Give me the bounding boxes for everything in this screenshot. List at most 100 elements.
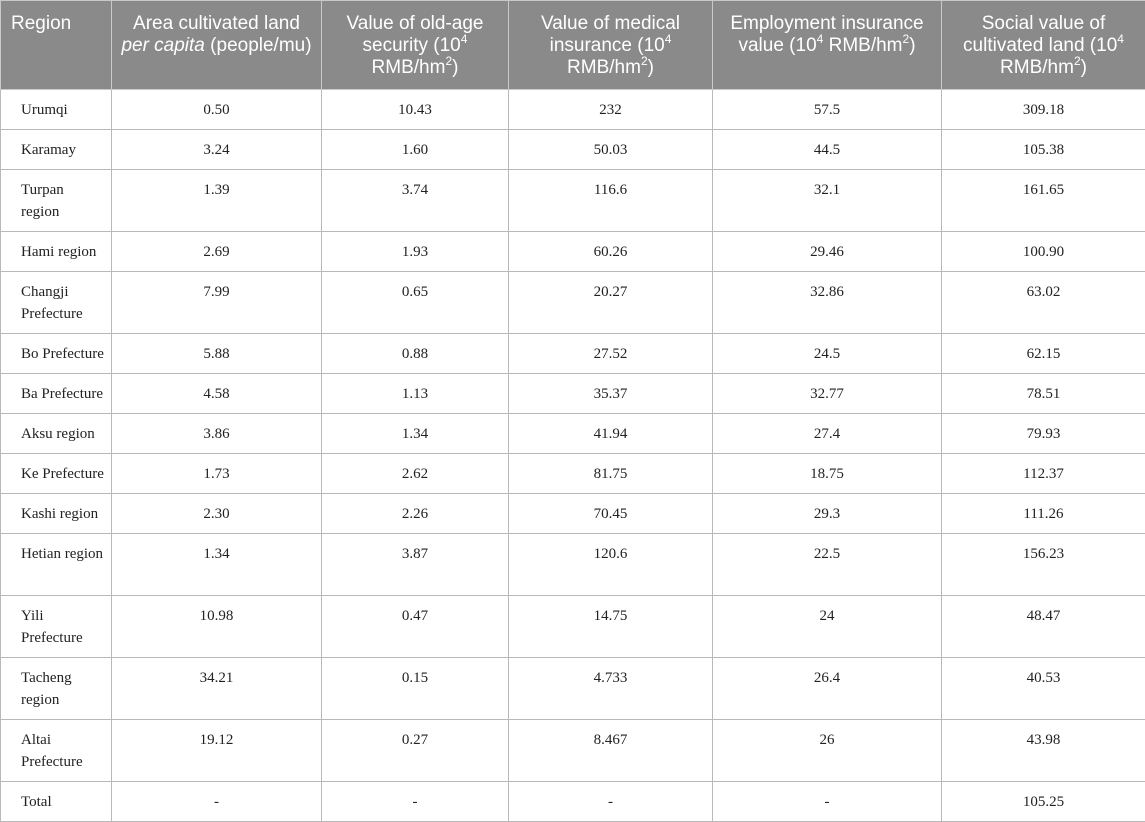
cell-medical: 116.6 [509, 170, 713, 232]
cell-employment: 29.3 [713, 494, 942, 534]
cell-social: 105.25 [942, 782, 1145, 822]
cell-region: Urumqi [1, 90, 112, 130]
table-header: Region Area cultivated land per capita (… [1, 1, 1145, 90]
cell-social: 48.47 [942, 596, 1145, 658]
cell-social: 43.98 [942, 720, 1145, 782]
cell-area: 5.88 [112, 334, 322, 374]
cell-region: Altai Prefecture [1, 720, 112, 782]
cell-old-age: 1.60 [322, 130, 509, 170]
cell-social: 161.65 [942, 170, 1145, 232]
cell-social: 309.18 [942, 90, 1145, 130]
cell-old-age: 0.88 [322, 334, 509, 374]
table-row: Urumqi 0.50 10.43 232 57.5 309.18 [1, 90, 1145, 130]
cell-medical: 8.467 [509, 720, 713, 782]
table-row: Kashi region 2.30 2.26 70.45 29.3 111.26 [1, 494, 1145, 534]
cell-medical: 81.75 [509, 454, 713, 494]
cell-employment: 26.4 [713, 658, 942, 720]
cell-medical: 20.27 [509, 272, 713, 334]
table-row: Hetian region 1.34 3.87 120.6 22.5 156.2… [1, 534, 1145, 596]
header-medical-insurance: Value of medical insurance (104 RMB/hm2) [509, 1, 713, 90]
cell-area: 2.30 [112, 494, 322, 534]
cell-region: Total [1, 782, 112, 822]
cell-employment: 18.75 [713, 454, 942, 494]
cell-region: Ba Prefecture [1, 374, 112, 414]
cell-medical: - [509, 782, 713, 822]
cell-region: Changji Prefecture [1, 272, 112, 334]
cell-employment: 57.5 [713, 90, 942, 130]
cell-area: 1.34 [112, 534, 322, 596]
cell-old-age: 0.27 [322, 720, 509, 782]
table-row: Changji Prefecture 7.99 0.65 20.27 32.86… [1, 272, 1145, 334]
table-body: Urumqi 0.50 10.43 232 57.5 309.18 Karama… [1, 90, 1145, 822]
table-row: Ba Prefecture 4.58 1.13 35.37 32.77 78.5… [1, 374, 1145, 414]
cell-medical: 232 [509, 90, 713, 130]
cell-area: 1.39 [112, 170, 322, 232]
table-row: Hami region 2.69 1.93 60.26 29.46 100.90 [1, 232, 1145, 272]
table-row: Turpan region 1.39 3.74 116.6 32.1 161.6… [1, 170, 1145, 232]
cell-region: Ke Prefecture [1, 454, 112, 494]
cell-employment: 24.5 [713, 334, 942, 374]
header-employment-insurance: Employment insurance value (104 RMB/hm2) [713, 1, 942, 90]
cell-area: 3.24 [112, 130, 322, 170]
cell-medical: 14.75 [509, 596, 713, 658]
cell-employment: - [713, 782, 942, 822]
table-row: Yili Prefecture 10.98 0.47 14.75 24 48.4… [1, 596, 1145, 658]
header-old-age-security: Value of old-age security (104 RMB/hm2) [322, 1, 509, 90]
cell-social: 111.26 [942, 494, 1145, 534]
table-row: Tacheng region 34.21 0.15 4.733 26.4 40.… [1, 658, 1145, 720]
table-row: Karamay 3.24 1.60 50.03 44.5 105.38 [1, 130, 1145, 170]
cell-old-age: 0.65 [322, 272, 509, 334]
cell-medical: 70.45 [509, 494, 713, 534]
cell-area: 10.98 [112, 596, 322, 658]
cell-social: 63.02 [942, 272, 1145, 334]
cell-area: 4.58 [112, 374, 322, 414]
cell-old-age: 10.43 [322, 90, 509, 130]
cell-social: 40.53 [942, 658, 1145, 720]
cell-medical: 35.37 [509, 374, 713, 414]
table-row-total: Total - - - - 105.25 [1, 782, 1145, 822]
cell-region: Bo Prefecture [1, 334, 112, 374]
cell-area: 19.12 [112, 720, 322, 782]
cell-old-age: 2.26 [322, 494, 509, 534]
cell-area: 7.99 [112, 272, 322, 334]
cell-social: 79.93 [942, 414, 1145, 454]
cell-region: Tacheng region [1, 658, 112, 720]
cell-old-age: 3.87 [322, 534, 509, 596]
cell-social: 112.37 [942, 454, 1145, 494]
cell-area: 2.69 [112, 232, 322, 272]
table-row: Aksu region 3.86 1.34 41.94 27.4 79.93 [1, 414, 1145, 454]
table-row: Altai Prefecture 19.12 0.27 8.467 26 43.… [1, 720, 1145, 782]
cell-employment: 26 [713, 720, 942, 782]
cell-social: 105.38 [942, 130, 1145, 170]
table-row: Ke Prefecture 1.73 2.62 81.75 18.75 112.… [1, 454, 1145, 494]
cell-region: Kashi region [1, 494, 112, 534]
cell-region: Karamay [1, 130, 112, 170]
cell-old-age: 1.13 [322, 374, 509, 414]
cell-old-age: 2.62 [322, 454, 509, 494]
cell-region: Aksu region [1, 414, 112, 454]
cell-employment: 32.77 [713, 374, 942, 414]
cell-social: 78.51 [942, 374, 1145, 414]
cell-old-age: 3.74 [322, 170, 509, 232]
cell-area: 1.73 [112, 454, 322, 494]
header-area-per-capita: Area cultivated land per capita (people/… [112, 1, 322, 90]
cell-medical: 120.6 [509, 534, 713, 596]
cell-old-age: 1.93 [322, 232, 509, 272]
cell-region: Yili Prefecture [1, 596, 112, 658]
cell-area: 0.50 [112, 90, 322, 130]
cell-employment: 32.86 [713, 272, 942, 334]
cell-employment: 27.4 [713, 414, 942, 454]
cell-old-age: - [322, 782, 509, 822]
cell-area: 3.86 [112, 414, 322, 454]
cell-medical: 27.52 [509, 334, 713, 374]
cell-old-age: 0.15 [322, 658, 509, 720]
cell-area: 34.21 [112, 658, 322, 720]
cell-social: 62.15 [942, 334, 1145, 374]
cell-employment: 24 [713, 596, 942, 658]
cell-employment: 22.5 [713, 534, 942, 596]
header-social-value: Social value of cultivated land (104 RMB… [942, 1, 1145, 90]
header-row: Region Area cultivated land per capita (… [1, 1, 1145, 90]
cell-medical: 60.26 [509, 232, 713, 272]
cell-employment: 32.1 [713, 170, 942, 232]
